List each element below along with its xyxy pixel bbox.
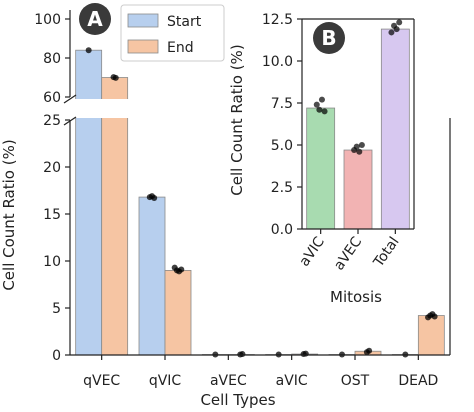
inset-y-tick-label: 5.0 [271,138,293,154]
y-tick-label: 100 [34,12,61,28]
point-avic [316,106,323,113]
y-tick-label: 20 [43,160,61,176]
bar-start-qvic [138,196,166,356]
x-tick-label: OST [341,373,370,389]
inset-x-axis-label: Mitosis [330,288,382,306]
bar-end-qvec [101,77,129,356]
point-end-avic [302,350,309,357]
legend-swatch-end [127,39,159,54]
panel-b-badge-label: B [321,26,336,50]
point-start-qvic [151,195,158,202]
point-avic [313,101,320,108]
legend-label-start: Start [167,14,202,30]
panel-a-badge: A [79,3,111,35]
point-end-avec [239,351,246,358]
inset-y-tick-label: 10.0 [262,54,293,70]
x-tick-label: DEAD [398,373,438,389]
point-avec [353,143,360,150]
point-end-dead [431,313,438,320]
inset-y-tick-label: 7.5 [271,96,293,112]
x-tick-label: aVIC [276,373,308,389]
bar-avec [343,149,373,230]
y-axis-label: Cell Count Ratio (%) [0,139,18,290]
axis-break-mark [63,116,77,126]
y-tick-label: 25 [43,113,61,129]
bar-avic [306,107,336,230]
inset-y-axis-label: Cell Count Ratio (%) [228,44,246,195]
point-end-ost [366,347,373,354]
inset-y-tick-label: 0.0 [271,222,293,238]
bar-total [380,28,410,230]
point-end-qvic [178,266,185,273]
legend-label-end: End [167,40,194,56]
point-end-qvec [112,74,119,81]
x-axis-label: Cell Types [200,391,275,409]
legend-swatch-start [127,13,159,28]
bar-start-qvec [75,49,103,356]
point-avic [318,96,325,103]
y-tick-label: 5 [52,301,61,317]
point-avec [356,148,363,155]
panel-a-badge-label: A [87,7,103,31]
point-avic [321,108,328,115]
legend: Start End [120,4,225,62]
axis-break-mark [63,94,77,104]
inset-y-tick-label: 2.5 [271,180,293,196]
x-tick-label: aVEC [210,373,247,389]
inset-y-tick-label: 12.5 [262,12,293,28]
point-avec [358,142,365,148]
point-total [388,29,395,36]
bar-end-dead [417,315,445,356]
y-tick-label: 15 [43,207,61,223]
point-start-qvec [85,47,92,54]
point-total [396,19,403,26]
point-total [393,26,400,33]
panel-b-badge: B [313,22,345,54]
x-tick-label: qVEC [83,373,120,389]
x-tick-label: qVIC [149,373,182,389]
y-tick-label: 0 [52,348,61,364]
y-tick-label: 10 [43,254,61,270]
y-tick-label: 80 [43,51,61,67]
y-tick-label: 60 [43,90,61,106]
bar-end-qvic [164,269,192,356]
